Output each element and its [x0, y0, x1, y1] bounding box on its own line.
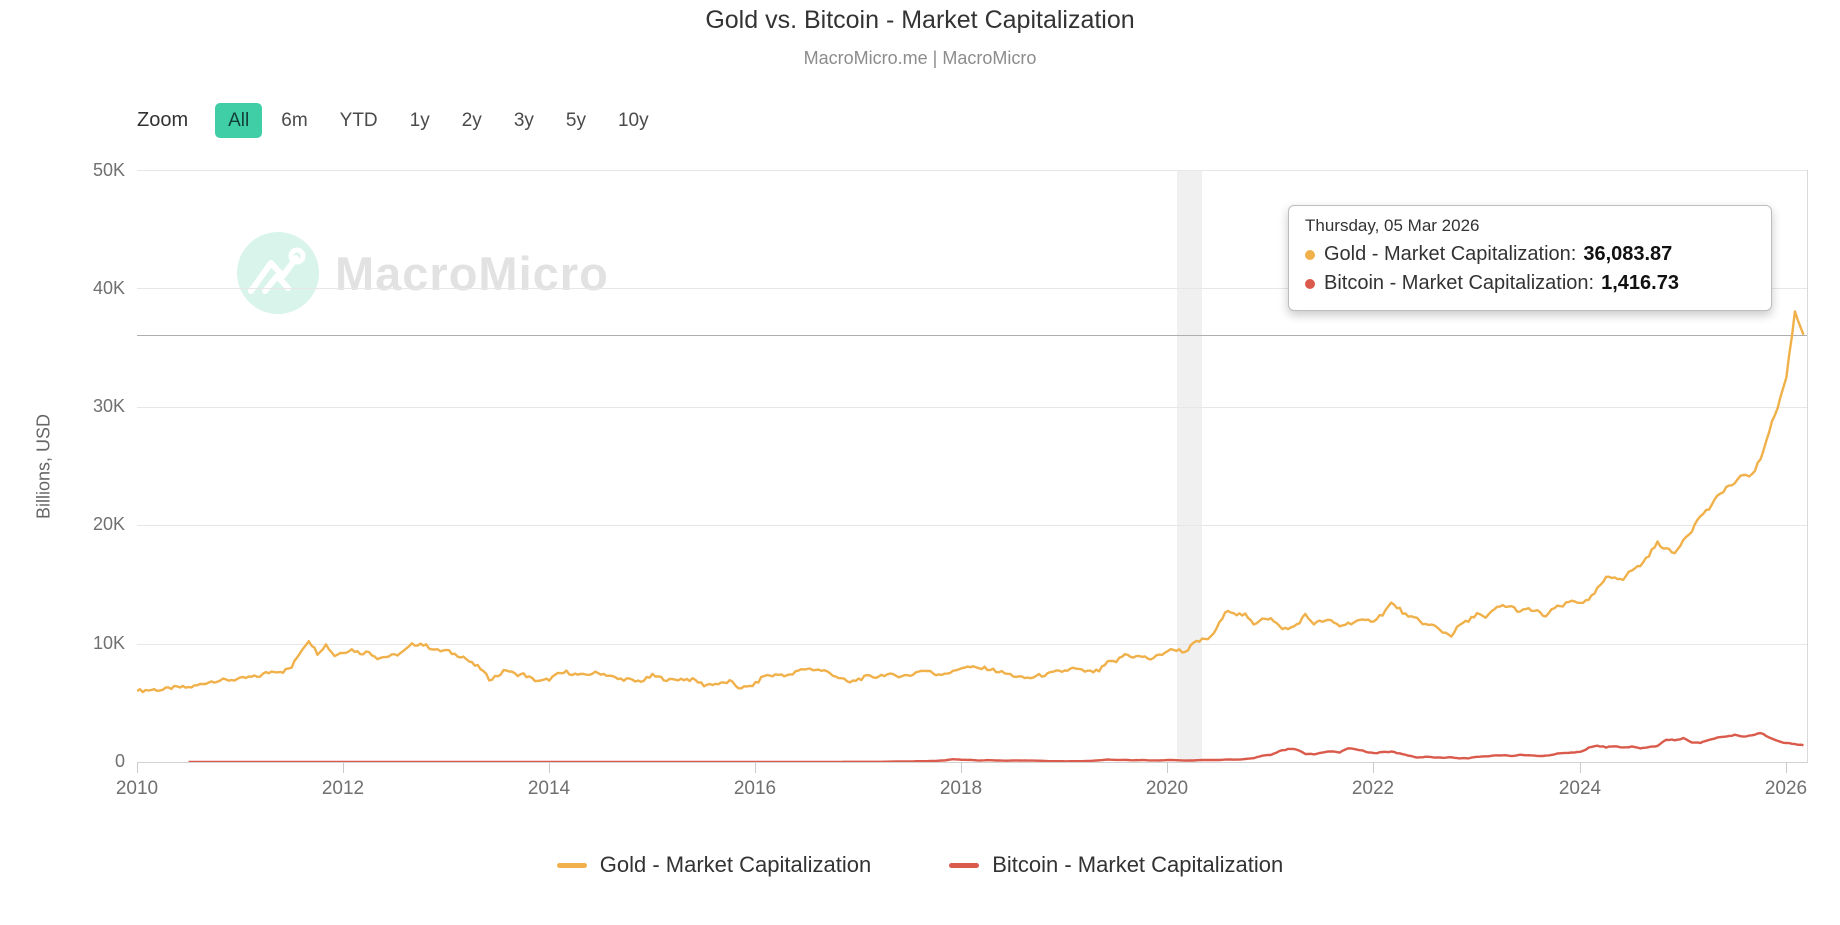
range-selector: Zoom All 6m YTD 1y 2y 3y 5y 10y	[129, 102, 665, 139]
range-button-10y[interactable]: 10y	[605, 103, 662, 138]
gridline-50k	[137, 170, 1808, 171]
tooltip-bitcoin-label: Bitcoin - Market Capitalization:	[1324, 272, 1595, 294]
series-line-gold	[137, 310, 1805, 694]
bitcoin-dot-icon	[1305, 278, 1315, 289]
y-tick-10k: 10K	[92, 633, 125, 653]
x-tick-2014: 2014	[527, 778, 571, 799]
x-tick-2024: 2024	[1558, 778, 1602, 799]
y-tick-50k: 50K	[92, 160, 125, 180]
x-tick-2016: 2016	[733, 778, 777, 799]
x-tick-2018: 2018	[939, 778, 983, 799]
tooltip-bitcoin-value: 1,416.73	[1601, 272, 1679, 294]
x-tick-2020: 2020	[1145, 778, 1189, 799]
gridline-10k	[137, 644, 1808, 645]
x-tick	[343, 762, 344, 773]
gridline-20k	[137, 525, 1808, 526]
x-tick	[755, 762, 756, 773]
zoom-label: Zoom	[137, 109, 189, 131]
gold-line-swatch	[556, 862, 587, 868]
legend-bitcoin-label: Bitcoin - Market Capitalization	[992, 852, 1284, 877]
range-button-2y[interactable]: 2y	[449, 103, 495, 138]
series-lines	[137, 310, 1805, 762]
y-tick-30k: 30K	[92, 396, 125, 416]
gold-dot-icon	[1305, 249, 1315, 260]
x-tick	[137, 762, 138, 773]
legend-item-gold[interactable]: Gold - Market Capitalization	[556, 852, 872, 878]
range-button-ytd[interactable]: YTD	[327, 103, 391, 138]
x-tick-2012: 2012	[321, 778, 365, 799]
x-tick-2022: 2022	[1351, 778, 1395, 799]
x-tick	[1373, 762, 1374, 773]
x-axis-line	[137, 762, 1808, 763]
range-button-all[interactable]: All	[215, 103, 263, 138]
plot-area[interactable]: MacroMicro	[137, 170, 1808, 763]
current-value-line	[137, 334, 1808, 336]
recession-band	[1177, 170, 1202, 762]
tooltip-date: Thursday, 05 Mar 2026	[1305, 216, 1480, 235]
tooltip: Thursday, 05 Mar 2026 Gold - Market Capi…	[1288, 205, 1772, 311]
series-line-bitcoin	[188, 731, 1804, 762]
gridline-40k	[137, 288, 1808, 289]
x-tick	[549, 762, 550, 773]
x-tick	[961, 762, 962, 773]
range-button-1y[interactable]: 1y	[397, 103, 443, 138]
x-tick-2026: 2026	[1764, 778, 1808, 799]
y-tick-40k: 40K	[92, 278, 125, 298]
watermark-text: MacroMicro	[335, 246, 609, 300]
chart-title: Gold vs. Bitcoin - Market Capitalization	[705, 6, 1135, 34]
tooltip-gold-value: 36,083.87	[1583, 243, 1673, 265]
range-button-3y[interactable]: 3y	[501, 103, 547, 138]
y-tick-0: 0	[114, 751, 125, 771]
range-button-5y[interactable]: 5y	[553, 103, 599, 138]
tooltip-gold-label: Gold - Market Capitalization:	[1324, 243, 1577, 265]
crosshair-line	[1807, 170, 1808, 762]
x-tick	[1580, 762, 1581, 773]
x-tick	[1786, 762, 1787, 773]
y-tick-20k: 20K	[92, 514, 125, 534]
x-tick-2010: 2010	[115, 778, 159, 799]
gridline-30k	[137, 407, 1808, 408]
tooltip-row-gold: Gold - Market Capitalization: 36,083.87	[1305, 240, 1755, 269]
legend-item-bitcoin[interactable]: Bitcoin - Market Capitalization	[949, 852, 1283, 878]
bitcoin-line-swatch	[949, 862, 980, 868]
tooltip-row-bitcoin: Bitcoin - Market Capitalization: 1,416.7…	[1305, 269, 1755, 298]
chart-subtitle: MacroMicro.me | MacroMicro	[803, 48, 1037, 68]
x-tick	[1167, 762, 1168, 773]
legend-gold-label: Gold - Market Capitalization	[599, 852, 872, 877]
range-button-6m[interactable]: 6m	[268, 103, 320, 138]
legend: Gold - Market Capitalization Bitcoin - M…	[0, 852, 1840, 878]
macromicro-logo-icon	[237, 232, 319, 314]
watermark: MacroMicro	[237, 232, 609, 314]
